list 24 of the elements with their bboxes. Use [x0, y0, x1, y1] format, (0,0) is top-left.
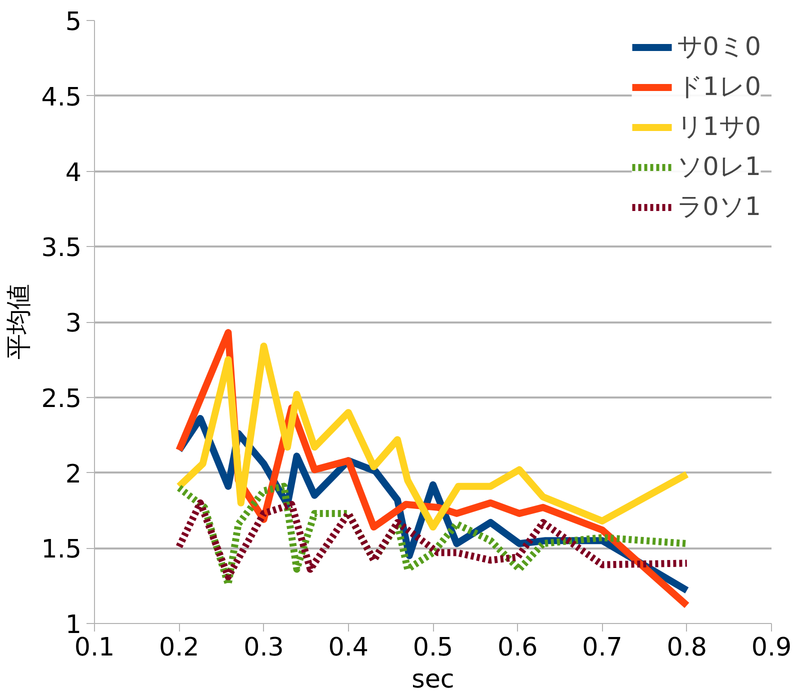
x-tick-label: 0.7 — [582, 632, 622, 662]
legend-label: ラ0ソ1 — [676, 190, 761, 223]
x-tick-label: 0.8 — [666, 632, 708, 662]
x-axis-title: sec — [412, 664, 454, 694]
legend-label: ソ0レ1 — [676, 150, 761, 183]
y-tick-label: 3 — [65, 308, 82, 338]
y-tick-label: 5 — [65, 6, 82, 36]
x-tick-label: 0.2 — [158, 632, 200, 662]
legend-label: リ1サ0 — [676, 110, 761, 143]
y-tick-label: 4 — [65, 156, 82, 187]
x-tick-label: 0.1 — [74, 632, 115, 662]
legend-label: ド1レ0 — [676, 70, 761, 103]
x-tick-label: 0.5 — [412, 632, 454, 662]
y-tick-label: 4.5 — [41, 81, 82, 112]
x-tick-label: 0.3 — [244, 632, 284, 662]
x-tick-label: 0.6 — [497, 632, 538, 662]
y-axis-title: 平均値 — [3, 284, 34, 360]
x-tick-label: 0.4 — [328, 632, 369, 662]
x-tick-label: 0.9 — [751, 632, 792, 662]
y-tick-label: 1.5 — [41, 534, 82, 564]
y-tick-label: 2.5 — [41, 382, 82, 413]
y-tick-label: 2 — [65, 458, 82, 488]
legend-label: サ0ミ0 — [676, 30, 761, 63]
y-tick-label: 3.5 — [41, 232, 82, 262]
